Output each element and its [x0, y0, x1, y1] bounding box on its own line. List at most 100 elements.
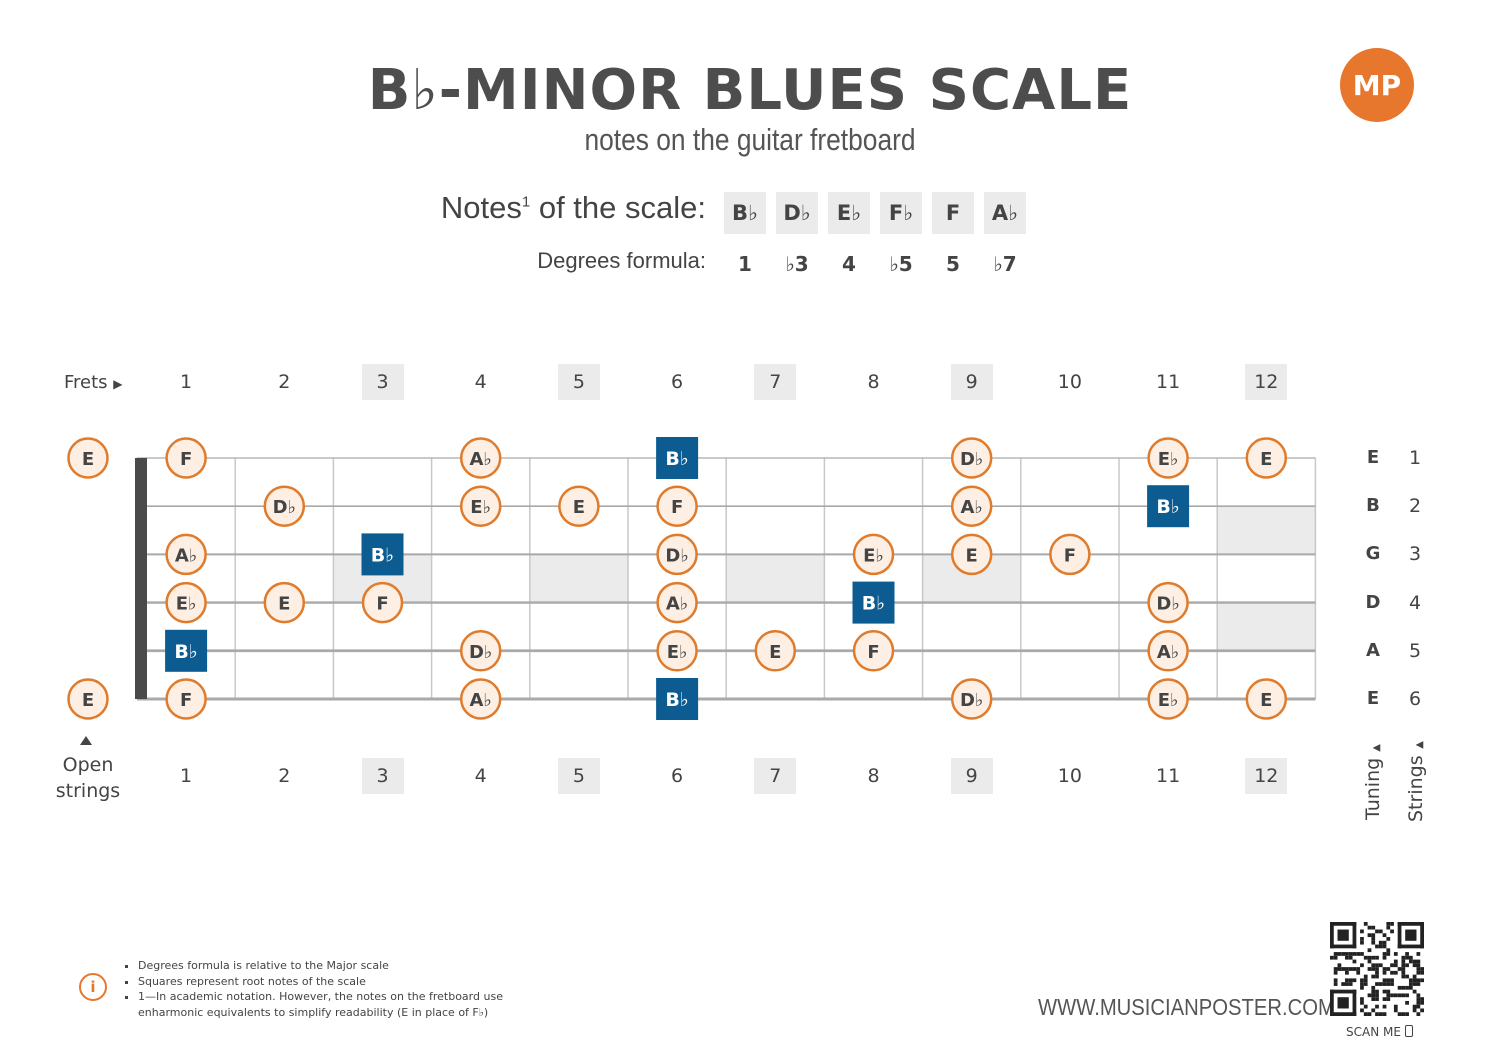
- qr-module: [1371, 963, 1376, 968]
- qr-module: [1382, 952, 1387, 956]
- note-marker: [1147, 437, 1189, 479]
- note-label: A♭: [960, 497, 982, 518]
- qr-module: [1345, 978, 1349, 983]
- string-number: 6: [1408, 688, 1422, 710]
- qr-module: [1337, 963, 1342, 968]
- qr-module: [1405, 952, 1409, 956]
- bottom-fret-number: 9: [950, 758, 993, 794]
- qr-module: [1333, 952, 1338, 956]
- qr-module: [1360, 997, 1364, 1001]
- note-marker: [558, 485, 600, 527]
- string-number: 4: [1408, 591, 1422, 614]
- note-marker: [263, 485, 306, 527]
- footnotes: Degrees formula is relative to the Major…: [120, 958, 518, 1020]
- bottom-fret-number: 8: [867, 765, 880, 787]
- qr-module: [1382, 982, 1387, 986]
- website-link[interactable]: WWW.MUSICIANPOSTER.COM: [1038, 994, 1335, 1020]
- qr-module: [1386, 922, 1391, 926]
- note-marker: [459, 485, 502, 527]
- note-label: E: [769, 642, 781, 663]
- root-note-marker: [361, 533, 404, 576]
- note-marker: [852, 533, 895, 576]
- root-note-marker: [852, 581, 895, 624]
- qr-module: [1352, 922, 1357, 949]
- root-note-label: B♭: [1156, 496, 1179, 518]
- note-marker: [950, 678, 993, 720]
- qr-module: [1420, 978, 1424, 983]
- note-marker: [67, 678, 109, 720]
- qr-module: [1393, 959, 1398, 964]
- note-label: F: [180, 690, 192, 711]
- note-marker: [1049, 533, 1091, 576]
- qr-module: [1363, 1012, 1368, 1016]
- bottom-fret-number: 12: [1245, 758, 1288, 794]
- qr-module: [1416, 997, 1421, 1001]
- qr-module: [1390, 993, 1394, 998]
- qr-module: [1401, 955, 1406, 960]
- qr-module: [1333, 955, 1338, 960]
- qr-module: [1412, 989, 1417, 994]
- qr-module: [1337, 967, 1342, 971]
- degree-value: ♭7: [993, 252, 1017, 276]
- qr-module: [1382, 970, 1387, 975]
- tuning-note: A: [1366, 639, 1380, 661]
- note-label: E♭: [470, 497, 491, 518]
- qr-module: [1345, 955, 1349, 960]
- qr-module: [1360, 940, 1364, 945]
- qr-code[interactable]: [1330, 922, 1424, 1016]
- bottom-fret-number: 11: [1156, 765, 1181, 787]
- top-fret-number: 9: [950, 364, 993, 400]
- qr-module: [1345, 967, 1349, 971]
- qr-module: [1375, 989, 1379, 994]
- qr-module: [1333, 982, 1338, 986]
- note-label: D♭: [665, 545, 688, 566]
- root-note-label: B♭: [174, 641, 197, 663]
- qr-module: [1382, 955, 1387, 960]
- qr-module: [1420, 922, 1424, 949]
- page-subtitle: notes on the guitar fretboard: [584, 122, 916, 157]
- qr-module: [1345, 952, 1349, 956]
- note-marker: [656, 533, 698, 576]
- open-strings-caption: Open strings: [50, 752, 126, 804]
- qr-module: [1412, 963, 1417, 968]
- notes-label-text: Notes: [440, 190, 522, 225]
- note-label: E: [82, 449, 94, 470]
- qr-module: [1360, 937, 1364, 941]
- scale-note: F♭: [880, 192, 922, 234]
- scale-note: D♭: [776, 192, 818, 234]
- bottom-fret-number: 1: [180, 765, 193, 787]
- qr-module: [1397, 944, 1424, 949]
- qr-module: [1371, 1008, 1376, 1013]
- qr-module: [1348, 967, 1353, 971]
- qr-module: [1401, 974, 1406, 979]
- note-marker: [459, 630, 502, 672]
- qr-module: [1330, 955, 1334, 960]
- qr-module: [1412, 1004, 1417, 1009]
- top-fret-number: 11: [1156, 371, 1181, 393]
- qr-module: [1360, 963, 1364, 968]
- qr-module: [1330, 989, 1334, 1016]
- note-label: E♭: [863, 545, 884, 566]
- qr-module: [1371, 937, 1376, 941]
- qr-module: [1405, 993, 1409, 998]
- qr-module: [1382, 1004, 1387, 1009]
- note-label: D♭: [960, 449, 983, 470]
- note-marker: [459, 678, 502, 720]
- brand-logo[interactable]: MP: [1340, 48, 1414, 122]
- note-marker: [67, 437, 109, 479]
- qr-module: [1378, 929, 1383, 934]
- qr-module: [1408, 959, 1413, 964]
- tuning-note: E: [1366, 688, 1380, 709]
- top-fret-number: 1: [180, 371, 193, 393]
- fret-inlay: [1217, 506, 1316, 555]
- string-number: 3: [1408, 543, 1422, 566]
- qr-module: [1397, 985, 1402, 990]
- qr-module: [1393, 993, 1398, 998]
- degree-value: 1: [738, 252, 752, 276]
- top-fret-number: 3: [361, 364, 404, 400]
- qr-module: [1420, 970, 1424, 975]
- frets-caption-text: Frets: [64, 372, 108, 393]
- qr-module: [1330, 944, 1357, 949]
- note-marker: [852, 630, 895, 672]
- note-label: E♭: [176, 594, 197, 615]
